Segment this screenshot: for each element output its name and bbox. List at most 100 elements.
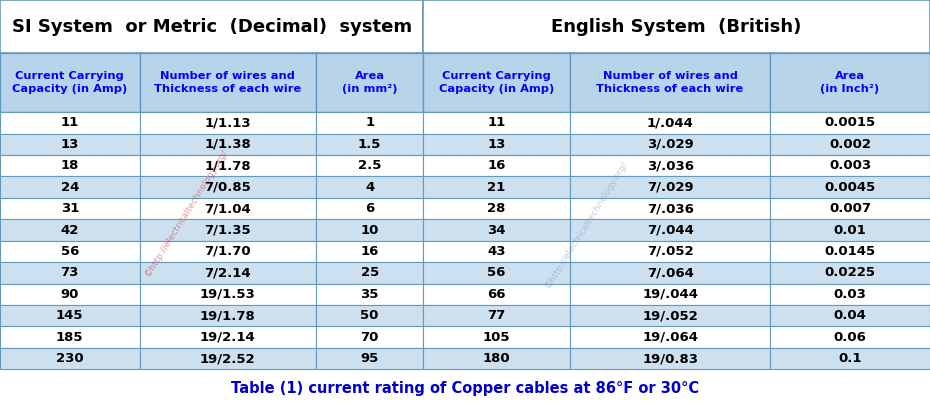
Text: 19/.052: 19/.052	[643, 309, 698, 322]
Text: 7/.044: 7/.044	[646, 224, 694, 237]
Text: Table (1) current rating of Copper cables at 86°F or 30°C: Table (1) current rating of Copper cable…	[231, 381, 699, 396]
Bar	[316, 198, 423, 220]
Text: 35: 35	[361, 288, 379, 301]
Text: 19/1.78: 19/1.78	[200, 309, 256, 322]
Bar	[570, 284, 770, 305]
Bar	[140, 198, 316, 220]
Text: 18: 18	[60, 159, 79, 172]
Text: 1/.044: 1/.044	[646, 116, 694, 129]
Bar	[0, 0, 423, 53]
Text: 34: 34	[487, 224, 506, 237]
Bar	[423, 220, 570, 241]
Bar	[140, 220, 316, 241]
Text: 0.06: 0.06	[833, 330, 867, 344]
Text: 180: 180	[483, 352, 511, 365]
Text: 66: 66	[487, 288, 506, 301]
Text: 0.03: 0.03	[833, 288, 867, 301]
Bar	[0, 305, 140, 326]
Text: 11: 11	[487, 116, 506, 129]
Bar	[570, 198, 770, 220]
Bar	[770, 198, 930, 220]
Text: 7/.052: 7/.052	[646, 245, 694, 258]
Text: 1: 1	[365, 116, 374, 129]
Text: 50: 50	[361, 309, 379, 322]
Text: 25: 25	[361, 266, 379, 279]
Text: 7/.029: 7/.029	[646, 181, 694, 194]
Bar	[423, 305, 570, 326]
Text: Number of wires and
Thickness of each wire: Number of wires and Thickness of each wi…	[596, 71, 744, 94]
Text: 0.0045: 0.0045	[824, 181, 876, 194]
Bar	[770, 348, 930, 369]
Text: 16: 16	[487, 159, 506, 172]
Text: 11: 11	[60, 116, 79, 129]
Text: 56: 56	[487, 266, 506, 279]
Bar	[423, 134, 570, 155]
Bar	[770, 326, 930, 348]
Text: 230: 230	[56, 352, 84, 365]
Bar	[570, 220, 770, 241]
Bar	[140, 326, 316, 348]
Text: 3/.029: 3/.029	[646, 138, 694, 151]
Bar	[0, 155, 140, 176]
Bar	[140, 53, 316, 112]
Bar	[570, 326, 770, 348]
Text: 10: 10	[361, 224, 379, 237]
Text: 4: 4	[365, 181, 374, 194]
Bar	[316, 134, 423, 155]
Bar	[770, 220, 930, 241]
Text: Area
(in mm²): Area (in mm²)	[342, 71, 397, 94]
Text: 7/0.85: 7/0.85	[205, 181, 251, 194]
Bar	[770, 305, 930, 326]
Text: 145: 145	[56, 309, 84, 322]
Text: 1/1.78: 1/1.78	[205, 159, 251, 172]
Text: 0.0145: 0.0145	[825, 245, 875, 258]
Text: 0.0225: 0.0225	[825, 266, 875, 279]
Bar	[140, 176, 316, 198]
Bar	[140, 305, 316, 326]
Text: 0.002: 0.002	[829, 138, 871, 151]
Text: 43: 43	[487, 245, 506, 258]
Bar	[770, 284, 930, 305]
Bar	[140, 112, 316, 134]
Text: 42: 42	[60, 224, 79, 237]
Text: 19/2.52: 19/2.52	[200, 352, 256, 365]
Bar	[0, 262, 140, 284]
Text: 16: 16	[361, 245, 379, 258]
Text: Current Carrying
Capacity (in Amp): Current Carrying Capacity (in Amp)	[439, 71, 554, 94]
Bar	[0, 241, 140, 262]
Text: 77: 77	[487, 309, 506, 322]
Text: 7/2.14: 7/2.14	[205, 266, 251, 279]
Bar	[140, 348, 316, 369]
Bar	[423, 348, 570, 369]
Bar	[0, 284, 140, 305]
Bar	[0, 348, 140, 369]
Bar	[770, 112, 930, 134]
Text: 185: 185	[56, 330, 84, 344]
Text: 0.04: 0.04	[833, 309, 867, 322]
Bar	[0, 326, 140, 348]
Text: 19/1.53: 19/1.53	[200, 288, 256, 301]
Text: 70: 70	[361, 330, 379, 344]
Bar	[423, 284, 570, 305]
Bar	[423, 262, 570, 284]
Bar	[423, 155, 570, 176]
Bar	[570, 305, 770, 326]
Text: 105: 105	[483, 330, 511, 344]
Bar	[316, 53, 423, 112]
Text: Current Carrying
Capacity (in Amp): Current Carrying Capacity (in Amp)	[12, 71, 127, 94]
Text: 7/1.35: 7/1.35	[205, 224, 251, 237]
Bar	[0, 176, 140, 198]
Text: 3/.036: 3/.036	[646, 159, 694, 172]
Bar	[0, 134, 140, 155]
Text: 1.5: 1.5	[358, 138, 381, 151]
Bar	[316, 241, 423, 262]
Text: ©http://electricaltechnology.org/: ©http://electricaltechnology.org/	[543, 159, 629, 290]
Text: 19/.044: 19/.044	[642, 288, 698, 301]
Text: 7/.064: 7/.064	[646, 266, 694, 279]
Text: 28: 28	[487, 202, 506, 215]
Text: 7/1.70: 7/1.70	[205, 245, 251, 258]
Bar	[316, 305, 423, 326]
Text: 7/.036: 7/.036	[646, 202, 694, 215]
Text: 19/.064: 19/.064	[642, 330, 698, 344]
Bar	[316, 262, 423, 284]
